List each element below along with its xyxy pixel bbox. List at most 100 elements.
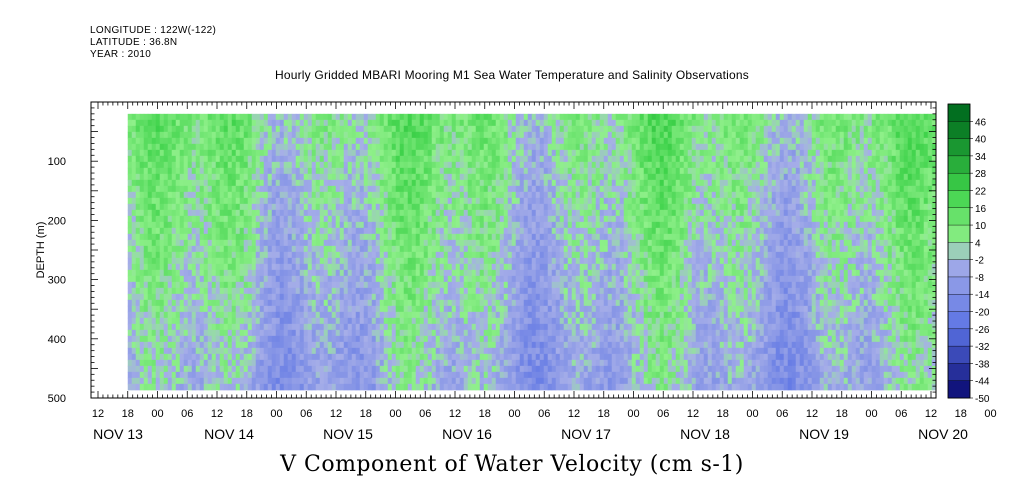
heatmap-cell <box>211 281 217 289</box>
heatmap-cell <box>167 371 173 379</box>
heatmap-cell <box>275 341 281 349</box>
heatmap-cell <box>127 131 133 139</box>
heatmap-cell <box>379 359 385 367</box>
heatmap-cell <box>235 179 241 187</box>
heatmap-cell <box>147 269 153 277</box>
heatmap-cell <box>363 131 369 139</box>
heatmap-cell <box>395 293 401 301</box>
heatmap-cell <box>179 269 185 277</box>
heatmap-cell <box>435 197 441 205</box>
heatmap-cell <box>475 371 481 379</box>
heatmap-cell <box>363 197 369 205</box>
heatmap-cell <box>191 149 197 157</box>
heatmap-cell <box>211 329 217 337</box>
heatmap-cell <box>191 179 197 187</box>
heatmap-cell <box>259 245 265 253</box>
heatmap-cell <box>451 311 457 319</box>
heatmap-cell <box>415 341 421 349</box>
heatmap-cell <box>347 161 353 169</box>
heatmap-cell <box>227 365 233 373</box>
heatmap-cell <box>343 299 349 307</box>
heatmap-cell <box>195 359 201 367</box>
heatmap-cell <box>239 341 245 349</box>
heatmap-cell <box>211 377 217 385</box>
heatmap-cell <box>335 371 341 379</box>
heatmap-cell <box>379 227 385 235</box>
heatmap-cell <box>335 341 341 349</box>
heatmap-cell <box>419 317 425 325</box>
heatmap-cell <box>395 191 401 199</box>
heatmap-cell <box>155 317 161 325</box>
heatmap-cell <box>303 113 309 121</box>
heatmap-cell <box>555 359 561 367</box>
heatmap-cell <box>231 353 237 361</box>
heatmap-cell <box>503 335 509 343</box>
heatmap-cell <box>359 269 365 277</box>
heatmap-cell <box>495 155 501 163</box>
heatmap-cell <box>423 281 429 289</box>
heatmap-cell <box>459 353 465 361</box>
heatmap-cell <box>311 383 317 391</box>
heatmap-cell <box>259 209 265 217</box>
heatmap-cell <box>491 323 497 331</box>
heatmap-cell <box>487 239 493 247</box>
heatmap-cell <box>335 305 341 313</box>
heatmap-cell <box>303 353 309 361</box>
heatmap-cell <box>459 209 465 217</box>
heatmap-cell <box>395 311 401 319</box>
heatmap-cell <box>371 209 377 217</box>
heatmap-cell <box>331 299 337 307</box>
heatmap-cell <box>483 263 489 271</box>
heatmap-cell <box>407 137 413 145</box>
heatmap-cell <box>299 377 305 385</box>
heatmap-cell <box>419 113 425 121</box>
heatmap-cell <box>547 197 553 205</box>
heatmap-cell <box>331 245 337 253</box>
heatmap-cell <box>455 113 461 121</box>
heatmap-cell <box>471 125 477 133</box>
heatmap-cell <box>463 353 469 361</box>
heatmap-cell <box>383 185 389 193</box>
heatmap-cell <box>179 377 185 385</box>
heatmap-cell <box>427 335 433 343</box>
heatmap-cell <box>307 293 313 301</box>
heatmap-cell <box>371 377 377 385</box>
heatmap-cell <box>159 173 165 181</box>
heatmap-cell <box>363 239 369 247</box>
heatmap-cell <box>307 149 313 157</box>
heatmap-cell <box>127 119 133 127</box>
heatmap-cell <box>271 383 277 391</box>
heatmap-cell <box>499 383 505 391</box>
heatmap-cell <box>127 179 133 187</box>
heatmap-cell <box>415 329 421 337</box>
heatmap-cell <box>259 119 265 127</box>
heatmap-cell <box>311 341 317 349</box>
heatmap-cell <box>467 167 473 175</box>
heatmap-cell <box>143 311 149 319</box>
heatmap-cell <box>503 173 509 181</box>
heatmap-cell <box>407 371 413 379</box>
heatmap-cell <box>215 119 221 127</box>
heatmap-cell <box>223 173 229 181</box>
heatmap-cell <box>375 359 381 367</box>
heatmap-cell <box>295 173 301 181</box>
heatmap-cell <box>471 173 477 181</box>
heatmap-cell <box>435 287 441 295</box>
heatmap-cell <box>127 113 133 121</box>
heatmap-cell <box>291 227 297 235</box>
heatmap-cell <box>451 299 457 307</box>
heatmap-cell <box>387 359 393 367</box>
heatmap-cell <box>243 149 249 157</box>
heatmap-cell <box>467 245 473 253</box>
heatmap-cell <box>159 317 165 325</box>
heatmap-cell <box>351 233 357 241</box>
heatmap-cell <box>355 257 361 265</box>
heatmap-cell <box>219 161 225 169</box>
heatmap-cell <box>531 347 537 355</box>
heatmap-cell <box>347 149 353 157</box>
heatmap-cell <box>247 293 253 301</box>
heatmap-cell <box>439 233 445 241</box>
heatmap-cell <box>207 167 213 175</box>
heatmap-cell <box>543 149 549 157</box>
heatmap-cell <box>411 311 417 319</box>
